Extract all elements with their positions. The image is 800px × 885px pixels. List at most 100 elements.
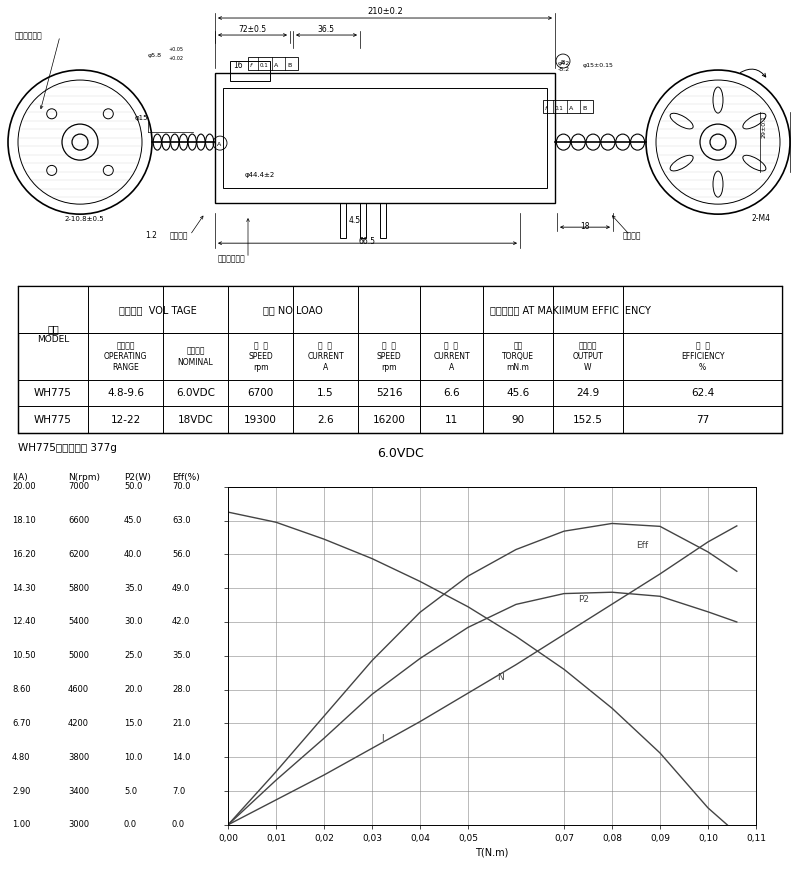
Text: 16200: 16200 (373, 414, 406, 425)
Text: Eff: Eff (636, 541, 648, 550)
Text: 70.0: 70.0 (172, 482, 190, 491)
Text: 45.6: 45.6 (506, 389, 530, 398)
Text: 7000: 7000 (68, 482, 89, 491)
Text: 45.0: 45.0 (124, 516, 142, 525)
Text: P2(W): P2(W) (124, 473, 151, 482)
Text: 电  流
CURRENT
A: 电 流 CURRENT A (307, 341, 344, 373)
Text: MODEL: MODEL (37, 335, 69, 343)
Text: 6.0VDC: 6.0VDC (377, 447, 423, 460)
Text: 最大效率点 AT MAKIIMUM EFFIC IENCY: 最大效率点 AT MAKIIMUM EFFIC IENCY (490, 304, 650, 315)
Text: 转  速
SPEED
rpm: 转 速 SPEED rpm (377, 341, 402, 373)
Text: 63.0: 63.0 (172, 516, 190, 525)
Text: I(A): I(A) (12, 473, 28, 482)
Bar (380, 204, 386, 238)
Text: 1.00: 1.00 (12, 820, 30, 829)
Text: 15.0: 15.0 (124, 719, 142, 727)
Text: 56.0: 56.0 (172, 550, 190, 558)
Text: I: I (382, 735, 384, 743)
Bar (358, 287, 782, 333)
Bar (89, 287, 227, 333)
Text: 18VDC: 18VDC (178, 414, 214, 425)
Text: 电压范围
OPERATING
RANGE: 电压范围 OPERATING RANGE (104, 341, 147, 373)
Bar (18, 287, 87, 333)
Text: N: N (497, 673, 503, 681)
Text: A: A (274, 63, 278, 68)
Bar (248, 57, 298, 70)
Text: 5216: 5216 (376, 389, 402, 398)
Text: 5400: 5400 (68, 618, 89, 627)
Text: 4.5: 4.5 (349, 216, 361, 225)
Text: 2-M4: 2-M4 (752, 214, 771, 223)
Text: 29±0.1: 29±0.1 (762, 115, 767, 138)
Text: WH775电机净重： 377g: WH775电机净重： 377g (18, 442, 117, 452)
Text: 4600: 4600 (68, 685, 89, 694)
Text: 0.0: 0.0 (124, 820, 137, 829)
Text: 16: 16 (233, 61, 242, 70)
Text: 3400: 3400 (68, 787, 89, 796)
Text: 0.1: 0.1 (555, 106, 564, 112)
Text: Eff(%): Eff(%) (172, 473, 200, 482)
Text: 前后滚珠轴承: 前后滚珠轴承 (218, 254, 246, 263)
Text: 2.90: 2.90 (12, 787, 30, 796)
Text: φ44.4±2: φ44.4±2 (245, 172, 275, 178)
Text: A: A (569, 106, 574, 112)
Text: 66.5: 66.5 (358, 237, 375, 246)
Text: 24.9: 24.9 (576, 389, 600, 398)
Text: 8.60: 8.60 (12, 685, 30, 694)
Text: 1.5: 1.5 (317, 389, 334, 398)
Text: 输出功率
OUTPUT
W: 输出功率 OUTPUT W (573, 341, 603, 373)
Text: 10.50: 10.50 (12, 651, 36, 660)
Text: N(rpm): N(rpm) (68, 473, 100, 482)
Text: φ15±0.15: φ15±0.15 (583, 63, 614, 68)
Text: 额定电压
NOMINAL: 额定电压 NOMINAL (178, 347, 214, 366)
Bar (229, 287, 358, 333)
Text: 3800: 3800 (68, 753, 90, 762)
Bar (223, 88, 547, 189)
Text: B: B (560, 60, 564, 65)
Text: A: A (217, 142, 222, 147)
Text: 6.6: 6.6 (443, 389, 460, 398)
Text: 空载 NO LOAO: 空载 NO LOAO (263, 304, 323, 315)
Text: 0.1: 0.1 (260, 63, 269, 68)
Text: B: B (287, 63, 291, 68)
Text: 输入电压  VOL TAGE: 输入电压 VOL TAGE (119, 304, 197, 315)
Text: 电  流
CURRENT
A: 电 流 CURRENT A (433, 341, 470, 373)
Text: 0.0: 0.0 (172, 820, 185, 829)
Text: 50.0: 50.0 (124, 482, 142, 491)
Text: 72±0.5: 72±0.5 (238, 25, 266, 34)
Text: 6700: 6700 (247, 389, 274, 398)
Text: 6200: 6200 (68, 550, 89, 558)
Text: 25.0: 25.0 (124, 651, 142, 660)
Text: 6600: 6600 (68, 516, 90, 525)
Text: 30.0: 30.0 (124, 618, 142, 627)
Text: 18.10: 18.10 (12, 516, 36, 525)
Text: 右旋螺杆: 右旋螺杆 (170, 231, 189, 240)
Text: WH775: WH775 (34, 389, 72, 398)
X-axis label: T(N.m): T(N.m) (475, 847, 509, 857)
Text: 40.0: 40.0 (124, 550, 142, 558)
Text: 4.8-9.6: 4.8-9.6 (107, 389, 144, 398)
Text: 正极红色标记: 正极红色标记 (15, 31, 42, 40)
Text: WH775: WH775 (34, 414, 72, 425)
Text: 5800: 5800 (68, 584, 89, 593)
Text: 5000: 5000 (68, 651, 89, 660)
Text: 力矩
TORQUE
mN.m: 力矩 TORQUE mN.m (502, 341, 534, 373)
Text: 20.0: 20.0 (124, 685, 142, 694)
Text: 90: 90 (511, 414, 525, 425)
Bar (543, 100, 593, 113)
Text: 49.0: 49.0 (172, 584, 190, 593)
Bar (340, 204, 346, 238)
Text: 4200: 4200 (68, 719, 89, 727)
Text: 左旋螺杆: 左旋螺杆 (623, 231, 642, 240)
Text: 7.0: 7.0 (172, 787, 186, 796)
Text: 21.0: 21.0 (172, 719, 190, 727)
Text: P2: P2 (578, 595, 590, 604)
Text: 20.00: 20.00 (12, 482, 36, 491)
Text: 35.0: 35.0 (124, 584, 142, 593)
Text: 效  率
EFFICIENCY
%: 效 率 EFFICIENCY % (681, 341, 724, 373)
Text: 16.20: 16.20 (12, 550, 36, 558)
Text: 35.0: 35.0 (172, 651, 190, 660)
Text: 12-22: 12-22 (110, 414, 141, 425)
Text: 14.30: 14.30 (12, 584, 36, 593)
Text: f: f (545, 106, 547, 112)
